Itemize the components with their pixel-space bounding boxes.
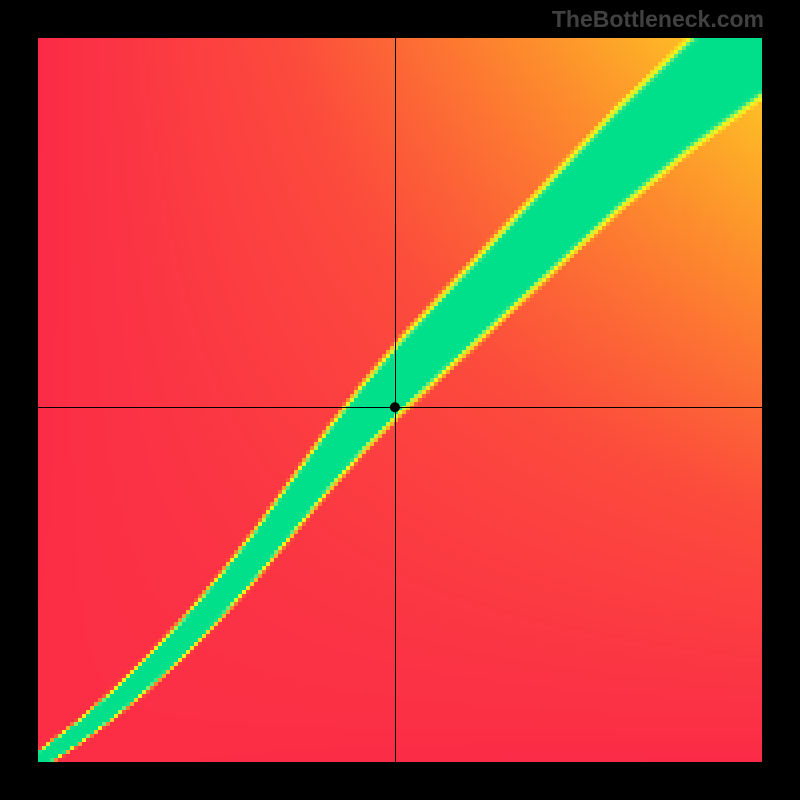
watermark-text: TheBottleneck.com — [552, 6, 764, 33]
bottleneck-heatmap — [38, 38, 762, 762]
chart-container: TheBottleneck.com — [0, 0, 800, 800]
